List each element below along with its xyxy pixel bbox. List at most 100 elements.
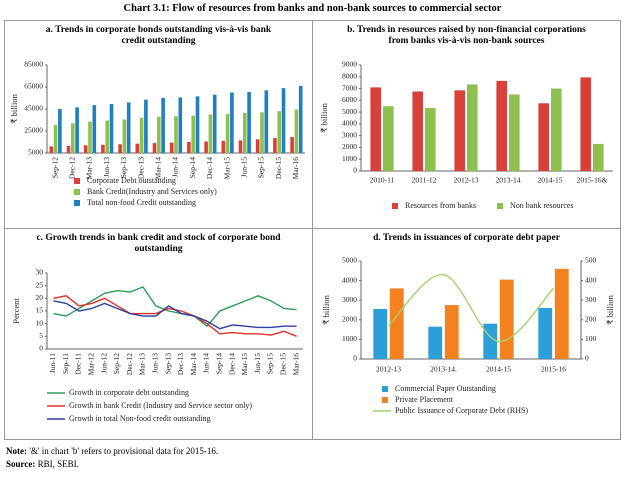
bar (238, 140, 243, 153)
line (388, 274, 554, 343)
y-tick-label: 45000 (24, 104, 43, 113)
bar (161, 98, 165, 153)
y-tick-label: 10 (36, 318, 44, 327)
y-tick-label: 3000 (342, 130, 357, 139)
y-axis-label: Percent (11, 298, 21, 324)
bar (255, 139, 260, 153)
source-text: RBI, SEBI. (37, 459, 79, 469)
y2-tick-label: 300 (585, 295, 597, 304)
legend-swatch (74, 178, 80, 184)
bar (554, 268, 569, 359)
y-tick-label: 65000 (24, 82, 43, 91)
bar (247, 91, 251, 153)
chart: 0 5 10 15 20 25 30 Percent Jun-11 Sep-11 Dec-11 Mar… (11, 268, 303, 423)
bar (428, 326, 443, 359)
x-tick-label: Dec-13 (136, 157, 145, 179)
bar (191, 115, 196, 153)
x-tick-label: Sep-12 (112, 353, 121, 374)
legend-label: Bank Credit(Industry and Services only) (87, 187, 217, 196)
x-tick-label: 2014-15 (538, 176, 563, 185)
x-tick-label: Dec-12 (68, 157, 77, 179)
bar (242, 112, 247, 153)
figure-title: Chart 3.1: Flow of resources from banks … (123, 3, 502, 14)
bar (174, 116, 178, 153)
y-tick-label: 2000 (342, 142, 357, 151)
x-tick-label: Dec-13 (176, 353, 185, 375)
x-tick-label: Dec-14 (227, 353, 236, 375)
x-tick-label: Jun-15 (253, 353, 262, 374)
y-tick-label: 6000 (342, 95, 357, 104)
bar (225, 113, 230, 153)
y-tick-label: 7000 (342, 83, 357, 92)
bar (425, 107, 436, 171)
legend-label: Non bank resources (510, 201, 574, 210)
x-tick-label: Mar-13 (85, 157, 94, 180)
bar (178, 97, 183, 153)
bar (70, 123, 75, 153)
x-tick-label: Dec-15 (279, 353, 288, 375)
y-axis-label: ₹ billion (319, 102, 329, 132)
x-tick-label: 2012-13 (376, 365, 401, 374)
bar (187, 142, 191, 153)
legend-swatch (497, 203, 503, 209)
bar (144, 99, 148, 153)
bar (412, 91, 423, 171)
y-tick-label: 4000 (342, 275, 357, 284)
bar (294, 109, 299, 153)
bar (49, 146, 54, 153)
x-tick-label: Sep-14 (215, 353, 224, 374)
y-tick-label: 25 (36, 280, 44, 289)
bar (509, 94, 520, 171)
x-tick-label: 2011-12 (412, 176, 437, 185)
x-tick-label: Jun-13 (151, 353, 160, 374)
bar (483, 323, 498, 359)
bar (118, 144, 122, 153)
bar (264, 90, 269, 153)
source-label: Source: (6, 459, 36, 469)
bar (122, 119, 127, 153)
bar (109, 104, 114, 153)
bar (195, 96, 200, 153)
legend-label: Commercial Paper Outstanding (395, 384, 496, 393)
bar (260, 112, 264, 153)
x-tick-label: Sep-13 (119, 157, 128, 178)
y-tick-label: 1000 (342, 334, 357, 343)
bar (101, 144, 105, 153)
legend-swatch (382, 397, 388, 403)
bar (169, 142, 174, 153)
bar (383, 106, 394, 171)
panel-title: c. Growth trends in bank credit and stoc… (36, 233, 281, 254)
x-tick-label: Dec-14 (205, 157, 214, 179)
chart: 0 1000 2000 3000 4000 5000 6000 7000 8000 9000 ₹ b… (319, 60, 613, 210)
source: Source: RBI, SEBI. (6, 459, 79, 469)
x-tick-label: Jun-11 (48, 353, 57, 373)
bar (105, 120, 110, 153)
y-tick-label: 0 (353, 354, 357, 363)
y-tick-label: 0 (39, 344, 43, 353)
x-tick-label: Sep-13 (163, 353, 172, 374)
legend-swatch (74, 200, 80, 206)
panel-b: b. Trends in resources raised by non-fin… (312, 20, 621, 229)
panel-a: a. Trends in corporate bonds outstanding… (4, 20, 313, 229)
legend-label: Growth in corporate debt outstanding (69, 388, 189, 397)
bar (58, 109, 62, 153)
legend-label: Corporate Debt outstanding (87, 176, 176, 185)
bar (538, 308, 553, 359)
bar (139, 117, 144, 153)
bar (281, 88, 286, 153)
note-label: Note: (6, 446, 27, 456)
bar (88, 121, 92, 153)
bar (135, 143, 140, 153)
bar (444, 305, 459, 359)
x-tick-label: 2012-13 (454, 176, 479, 185)
x-tick-label: Jun-14 (202, 353, 211, 374)
y-tick-label: 25000 (24, 126, 43, 135)
bar (221, 140, 226, 153)
y2-tick-label: 0 (585, 354, 589, 363)
panel-title: d. Trends in issuances of corporate debt… (373, 233, 560, 243)
bar (298, 85, 303, 153)
x-tick-label: Dec-12 (125, 353, 134, 375)
bar (496, 80, 507, 171)
x-tick-label: 2015-16& (577, 176, 608, 185)
